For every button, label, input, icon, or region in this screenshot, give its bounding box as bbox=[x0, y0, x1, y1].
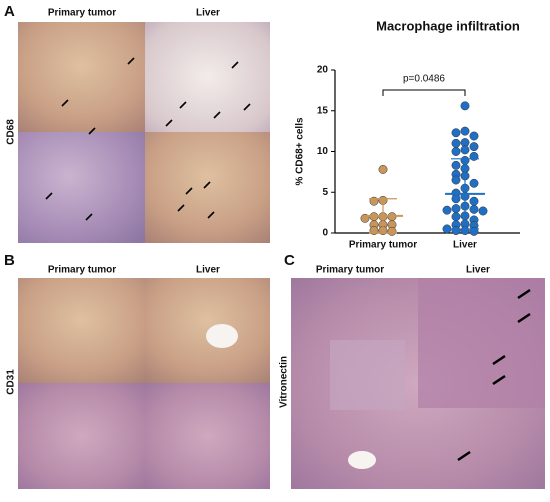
column-header: Primary tumor bbox=[48, 8, 116, 19]
data-point bbox=[460, 145, 470, 155]
micrograph-inset bbox=[418, 278, 545, 408]
data-point bbox=[469, 142, 479, 152]
micrograph bbox=[18, 132, 145, 243]
micrograph bbox=[145, 383, 270, 489]
y-tick-label: 0 bbox=[322, 228, 328, 239]
column-header: Primary tumor bbox=[316, 265, 384, 276]
data-point bbox=[451, 194, 461, 204]
data-point bbox=[460, 101, 470, 111]
y-tick-label: 15 bbox=[317, 105, 329, 116]
data-point bbox=[442, 205, 452, 215]
column-header: Liver bbox=[466, 265, 490, 276]
arrows bbox=[45, 57, 251, 221]
data-point bbox=[469, 131, 479, 141]
data-point bbox=[451, 138, 461, 148]
stain-label: Vitronectin bbox=[279, 356, 290, 408]
data-point bbox=[451, 128, 461, 138]
micrograph bbox=[18, 383, 145, 489]
stain-label: CD31 bbox=[6, 369, 17, 395]
y-tick-label: 5 bbox=[322, 187, 328, 198]
micrograph bbox=[18, 278, 145, 383]
panel-label: A bbox=[4, 3, 15, 20]
data-point bbox=[451, 147, 461, 156]
arrows bbox=[457, 288, 531, 462]
panel-label: B bbox=[4, 252, 15, 269]
data-point bbox=[469, 204, 479, 214]
column-header: Primary tumor bbox=[48, 265, 116, 276]
y-tick-label: 20 bbox=[317, 65, 329, 76]
y-axis-label: % CD68+ cells bbox=[295, 117, 306, 186]
vessel bbox=[348, 451, 376, 469]
stain-label: CD68 bbox=[6, 119, 17, 145]
significance-bracket bbox=[382, 89, 466, 96]
micrograph bbox=[145, 278, 270, 383]
data-point bbox=[460, 126, 470, 136]
micrograph bbox=[145, 132, 270, 243]
column-header: Liver bbox=[196, 265, 220, 276]
data-point bbox=[451, 204, 461, 214]
x-tick-label: Primary tumor bbox=[349, 240, 417, 251]
x-tick-label: Liver bbox=[453, 240, 477, 251]
micrograph bbox=[145, 22, 270, 132]
data-point bbox=[451, 175, 461, 185]
data-point bbox=[442, 224, 452, 234]
chart-title: Macrophage infiltration bbox=[376, 18, 520, 33]
data-point bbox=[387, 226, 397, 236]
data-point bbox=[451, 160, 461, 170]
panel-label: C bbox=[284, 252, 295, 269]
column-header: Liver bbox=[196, 8, 220, 19]
micrograph-inset bbox=[330, 340, 405, 410]
micrograph bbox=[18, 22, 145, 132]
data-point bbox=[451, 212, 461, 222]
p-value: p=0.0486 bbox=[403, 74, 445, 85]
data-point bbox=[378, 164, 388, 174]
data-point bbox=[469, 196, 479, 206]
vessel bbox=[206, 324, 238, 348]
data-point bbox=[478, 206, 488, 216]
y-tick-label: 10 bbox=[317, 146, 329, 157]
data-point bbox=[469, 178, 479, 188]
data-point bbox=[451, 226, 461, 236]
